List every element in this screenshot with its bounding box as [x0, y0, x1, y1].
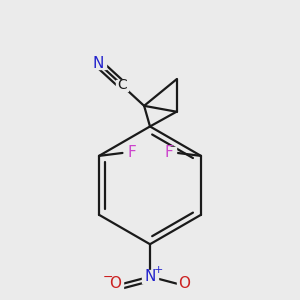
Bar	[161, 147, 176, 158]
Bar	[108, 278, 123, 290]
Bar	[142, 270, 158, 283]
Text: +: +	[154, 265, 163, 275]
Bar	[116, 80, 128, 91]
Text: N: N	[93, 56, 104, 70]
Bar	[124, 147, 139, 158]
Text: −: −	[103, 271, 113, 284]
Text: F: F	[164, 146, 173, 160]
Text: F: F	[127, 146, 136, 160]
Text: C: C	[117, 78, 127, 92]
Text: O: O	[178, 277, 190, 292]
Bar	[91, 57, 106, 69]
Text: O: O	[110, 277, 122, 292]
Text: N: N	[144, 269, 156, 284]
Bar	[177, 278, 192, 290]
